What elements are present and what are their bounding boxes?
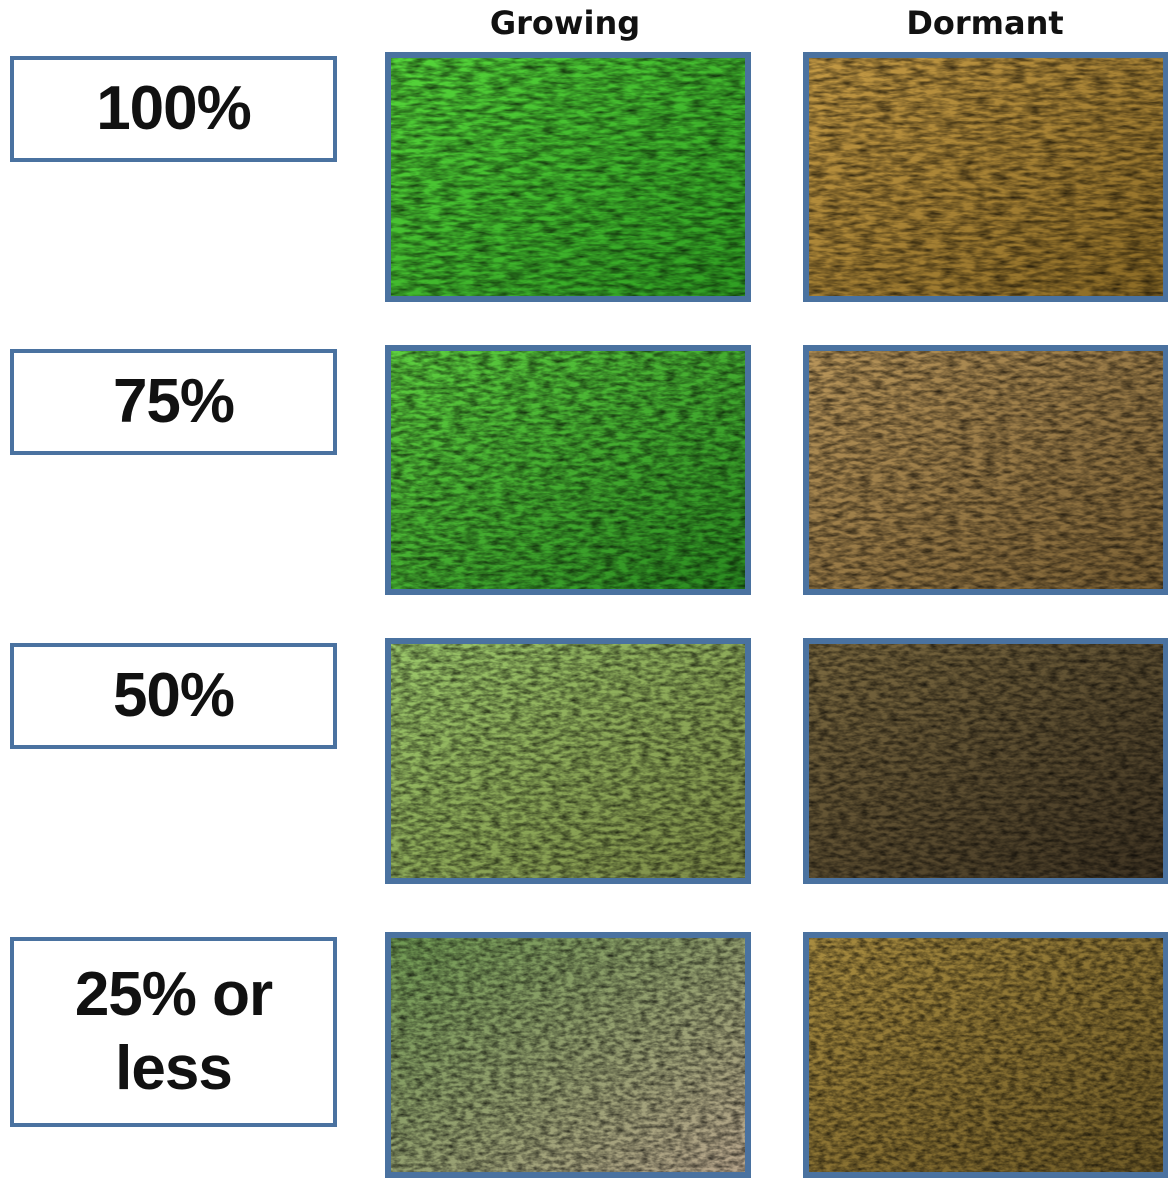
photo-texture [809,58,1163,296]
photo-texture [809,644,1163,878]
photo-texture [809,351,1163,589]
turf-photo [385,638,751,884]
turf-photo [803,932,1168,1178]
turf-photo [803,345,1168,595]
turf-photo [385,932,751,1178]
cover-label: 50% [10,643,337,749]
cover-label: 100% [10,56,337,162]
turf-photo [385,345,751,595]
turf-photo [803,52,1168,302]
photo-texture [391,938,745,1172]
photo-texture [391,351,745,589]
cover-label: 25% or less [10,937,337,1127]
column-heading: Growing [489,4,641,42]
turf-photo [385,52,751,302]
photo-texture [391,644,745,878]
photo-texture [809,938,1163,1172]
column-heading: Dormant [906,4,1064,42]
photo-texture [391,58,745,296]
cover-label: 75% [10,349,337,455]
turf-photo [803,638,1168,884]
